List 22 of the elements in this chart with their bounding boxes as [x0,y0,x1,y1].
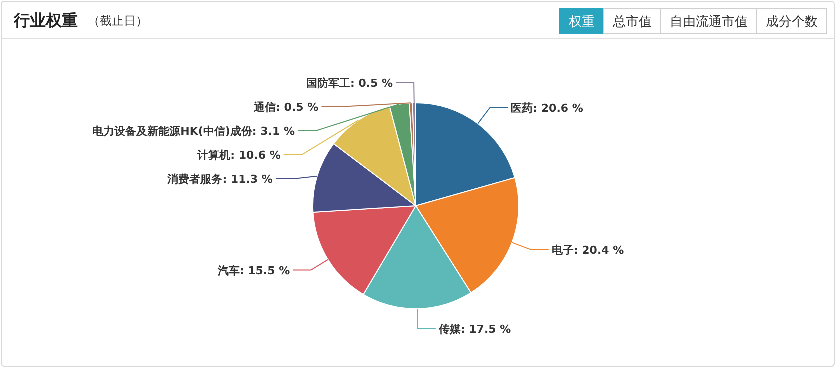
slice-label: 医药: 20.6 % [511,102,584,115]
label: 汽车: 15.5 % [218,259,329,278]
tab: 权重 [560,8,604,34]
chart-title: 行业权重 [13,11,78,30]
slice-label: 通信: 0.5 % [253,101,319,114]
slice-label: 电力设备及新能源HK(中信)成份: 3.1 % [92,125,295,138]
slice-label: 计算机: 10.6 % [196,149,281,162]
tab: 自由流通市值 [660,8,758,34]
slice-label: 传媒: 17.5 % [438,322,512,336]
label: 医药: 20.6 % [478,102,584,124]
label: 通信: 0.5 % [254,101,412,114]
tab: 总市值 [604,8,662,34]
slice-label: 国防军工: 0.5 % [306,77,394,90]
tab: 成分个数 [756,8,828,34]
slice-label: 汽车: 15.5 % [216,264,290,278]
slice-label: 消费者服务: 11.3 % [166,173,273,186]
label: 电子: 20.4 % [512,242,624,257]
chart-subtitle: （截止日） [88,14,148,28]
label: 消费者服务: 11.3 % [168,173,318,186]
slice-label: 电子: 20.4 % [552,244,624,257]
label: 国防军工: 0.5 % [306,77,415,104]
label: 传媒: 17.5 % [417,308,512,336]
